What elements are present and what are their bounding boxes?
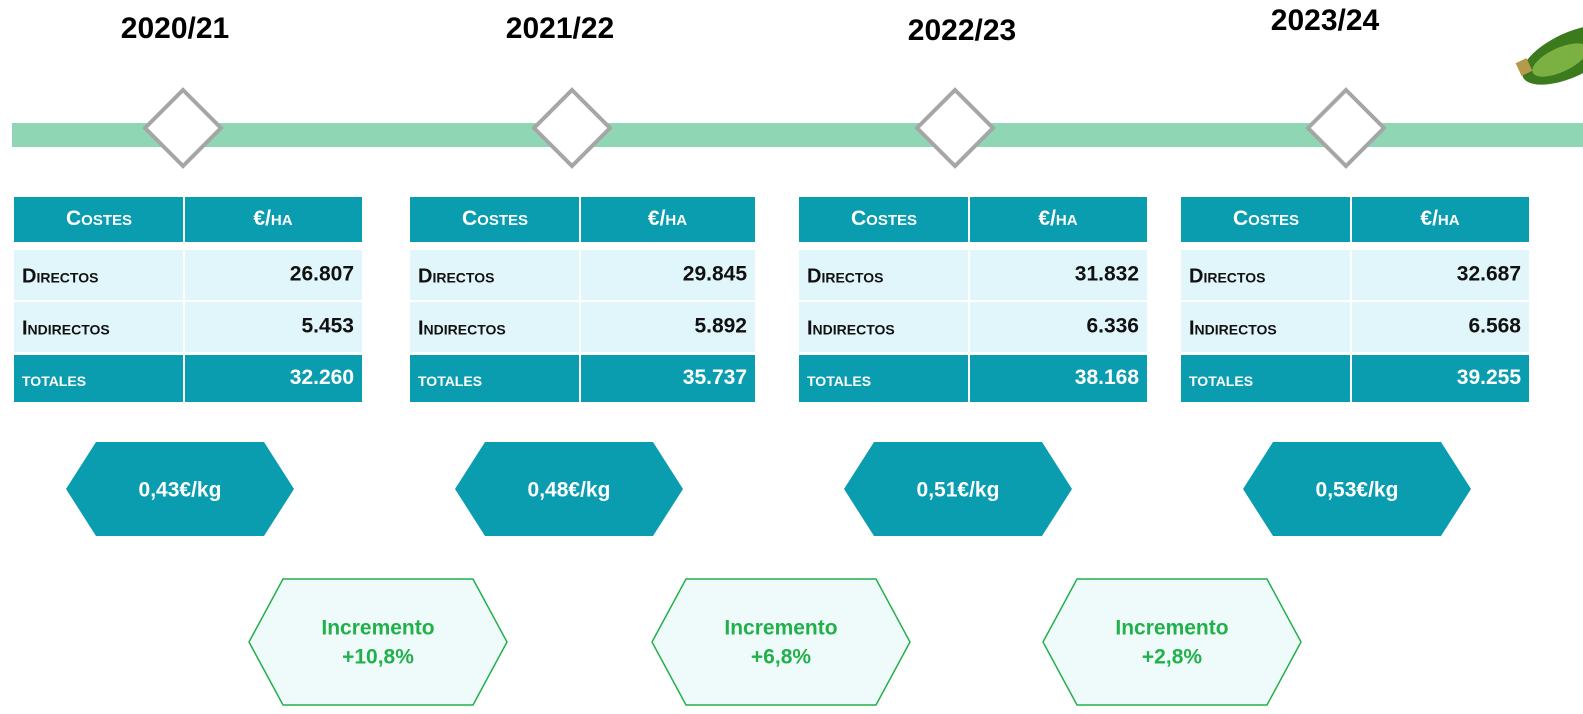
- row-value: 38.168: [1075, 366, 1140, 389]
- table-header: Costes: [462, 207, 528, 230]
- increment-label: Incremento: [1115, 617, 1228, 640]
- row-label: totales: [807, 369, 871, 391]
- timeline-marker: [534, 90, 610, 166]
- increment-value: +10,8%: [342, 646, 414, 669]
- increment-value: +6,8%: [751, 646, 811, 669]
- row-value: 32.260: [290, 366, 354, 389]
- row-value: 39.255: [1457, 366, 1522, 389]
- price-label: 0,43€/kg: [139, 479, 222, 502]
- table-header: Costes: [851, 207, 917, 230]
- row-value: 29.845: [683, 263, 748, 286]
- table-header: Costes: [1233, 207, 1299, 230]
- row-value: 32.687: [1457, 263, 1521, 286]
- row-value: 35.737: [683, 366, 747, 389]
- row-label: Indirectos: [1189, 317, 1277, 339]
- row-label: totales: [22, 369, 86, 391]
- row-label: Directos: [22, 265, 98, 287]
- price-label: 0,48€/kg: [528, 479, 611, 502]
- timeline-marker: [1308, 90, 1384, 166]
- row-value: 31.832: [1075, 263, 1139, 286]
- row-value: 5.892: [694, 315, 747, 338]
- increment-badge: [1043, 579, 1301, 705]
- row-value: 26.807: [290, 263, 354, 286]
- increment-badge: [652, 579, 910, 705]
- increment-label: Incremento: [724, 617, 837, 640]
- table-header: €/ha: [253, 207, 292, 230]
- row-label: Directos: [807, 265, 883, 287]
- row-label: Directos: [1189, 265, 1265, 287]
- table-header: €/ha: [1420, 207, 1459, 230]
- timeline-marker: [917, 90, 993, 166]
- timeline-marker: [145, 90, 221, 166]
- period-year: 2020/21: [121, 12, 229, 45]
- period-year: 2021/22: [506, 12, 614, 45]
- price-label: 0,51€/kg: [917, 479, 1000, 502]
- table-header: €/ha: [1038, 207, 1077, 230]
- period-year: 2023/24: [1271, 4, 1380, 37]
- row-value: 5.453: [301, 315, 354, 338]
- increment-label: Incremento: [321, 617, 434, 640]
- infographic: 2020/21 Costes €/ha Directos 26.807 Indirecto…: [0, 0, 1583, 714]
- table-header: €/ha: [648, 207, 687, 230]
- row-label: Indirectos: [22, 317, 110, 339]
- price-label: 0,53€/kg: [1316, 479, 1399, 502]
- row-label: Directos: [418, 265, 494, 287]
- increment-badge: [249, 579, 507, 705]
- vegetable-icon: [1514, 13, 1583, 97]
- row-label: totales: [418, 369, 482, 391]
- row-label: Indirectos: [418, 317, 506, 339]
- table-header: Costes: [66, 207, 132, 230]
- period-year: 2022/23: [908, 14, 1016, 47]
- row-value: 6.568: [1468, 315, 1521, 338]
- row-label: Indirectos: [807, 317, 895, 339]
- increment-value: +2,8%: [1142, 646, 1202, 669]
- row-value: 6.336: [1086, 315, 1139, 338]
- row-label: totales: [1189, 369, 1253, 391]
